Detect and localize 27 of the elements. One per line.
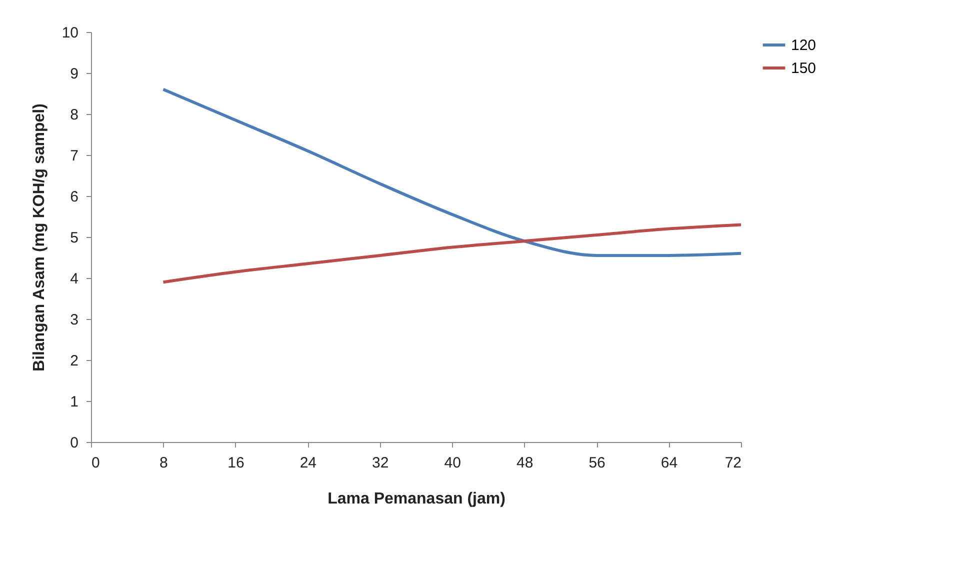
x-tick-label: 24 — [300, 454, 317, 472]
x-axis-title: Lama Pemanasan (jam) — [328, 490, 506, 508]
line-series — [162, 88, 742, 257]
y-tick-label: 10 — [62, 24, 78, 42]
y-tick-label: 3 — [70, 312, 78, 328]
x-tick-label: 64 — [660, 454, 678, 472]
y-axis-title: Bilangan Asam (mg KOH/g sampel) — [30, 104, 48, 372]
x-tick-label: 16 — [228, 454, 244, 472]
x-tick-label: 32 — [372, 454, 389, 472]
y-tick-label: 7 — [70, 148, 78, 164]
legend-label: 120 — [791, 37, 816, 54]
y-tick-label: 1 — [70, 394, 78, 410]
x-tick-label: 56 — [588, 454, 606, 472]
x-tick-label: 40 — [444, 454, 461, 472]
y-tick-label: 8 — [70, 106, 78, 124]
y-tick-label: 2 — [70, 352, 78, 370]
y-tick-label: 0 — [70, 434, 78, 452]
y-tick-label: 4 — [70, 270, 78, 288]
y-tick-label: 5 — [70, 230, 78, 246]
legend-label: 150 — [791, 60, 816, 77]
y-tick-label: 6 — [70, 188, 78, 206]
y-tick-label: 9 — [70, 66, 78, 82]
x-tick-label: 0 — [92, 454, 100, 472]
x-tick-label: 72 — [724, 454, 742, 472]
x-tick-label: 8 — [160, 454, 168, 472]
line-series — [162, 223, 742, 284]
x-tick-label: 48 — [516, 454, 534, 472]
